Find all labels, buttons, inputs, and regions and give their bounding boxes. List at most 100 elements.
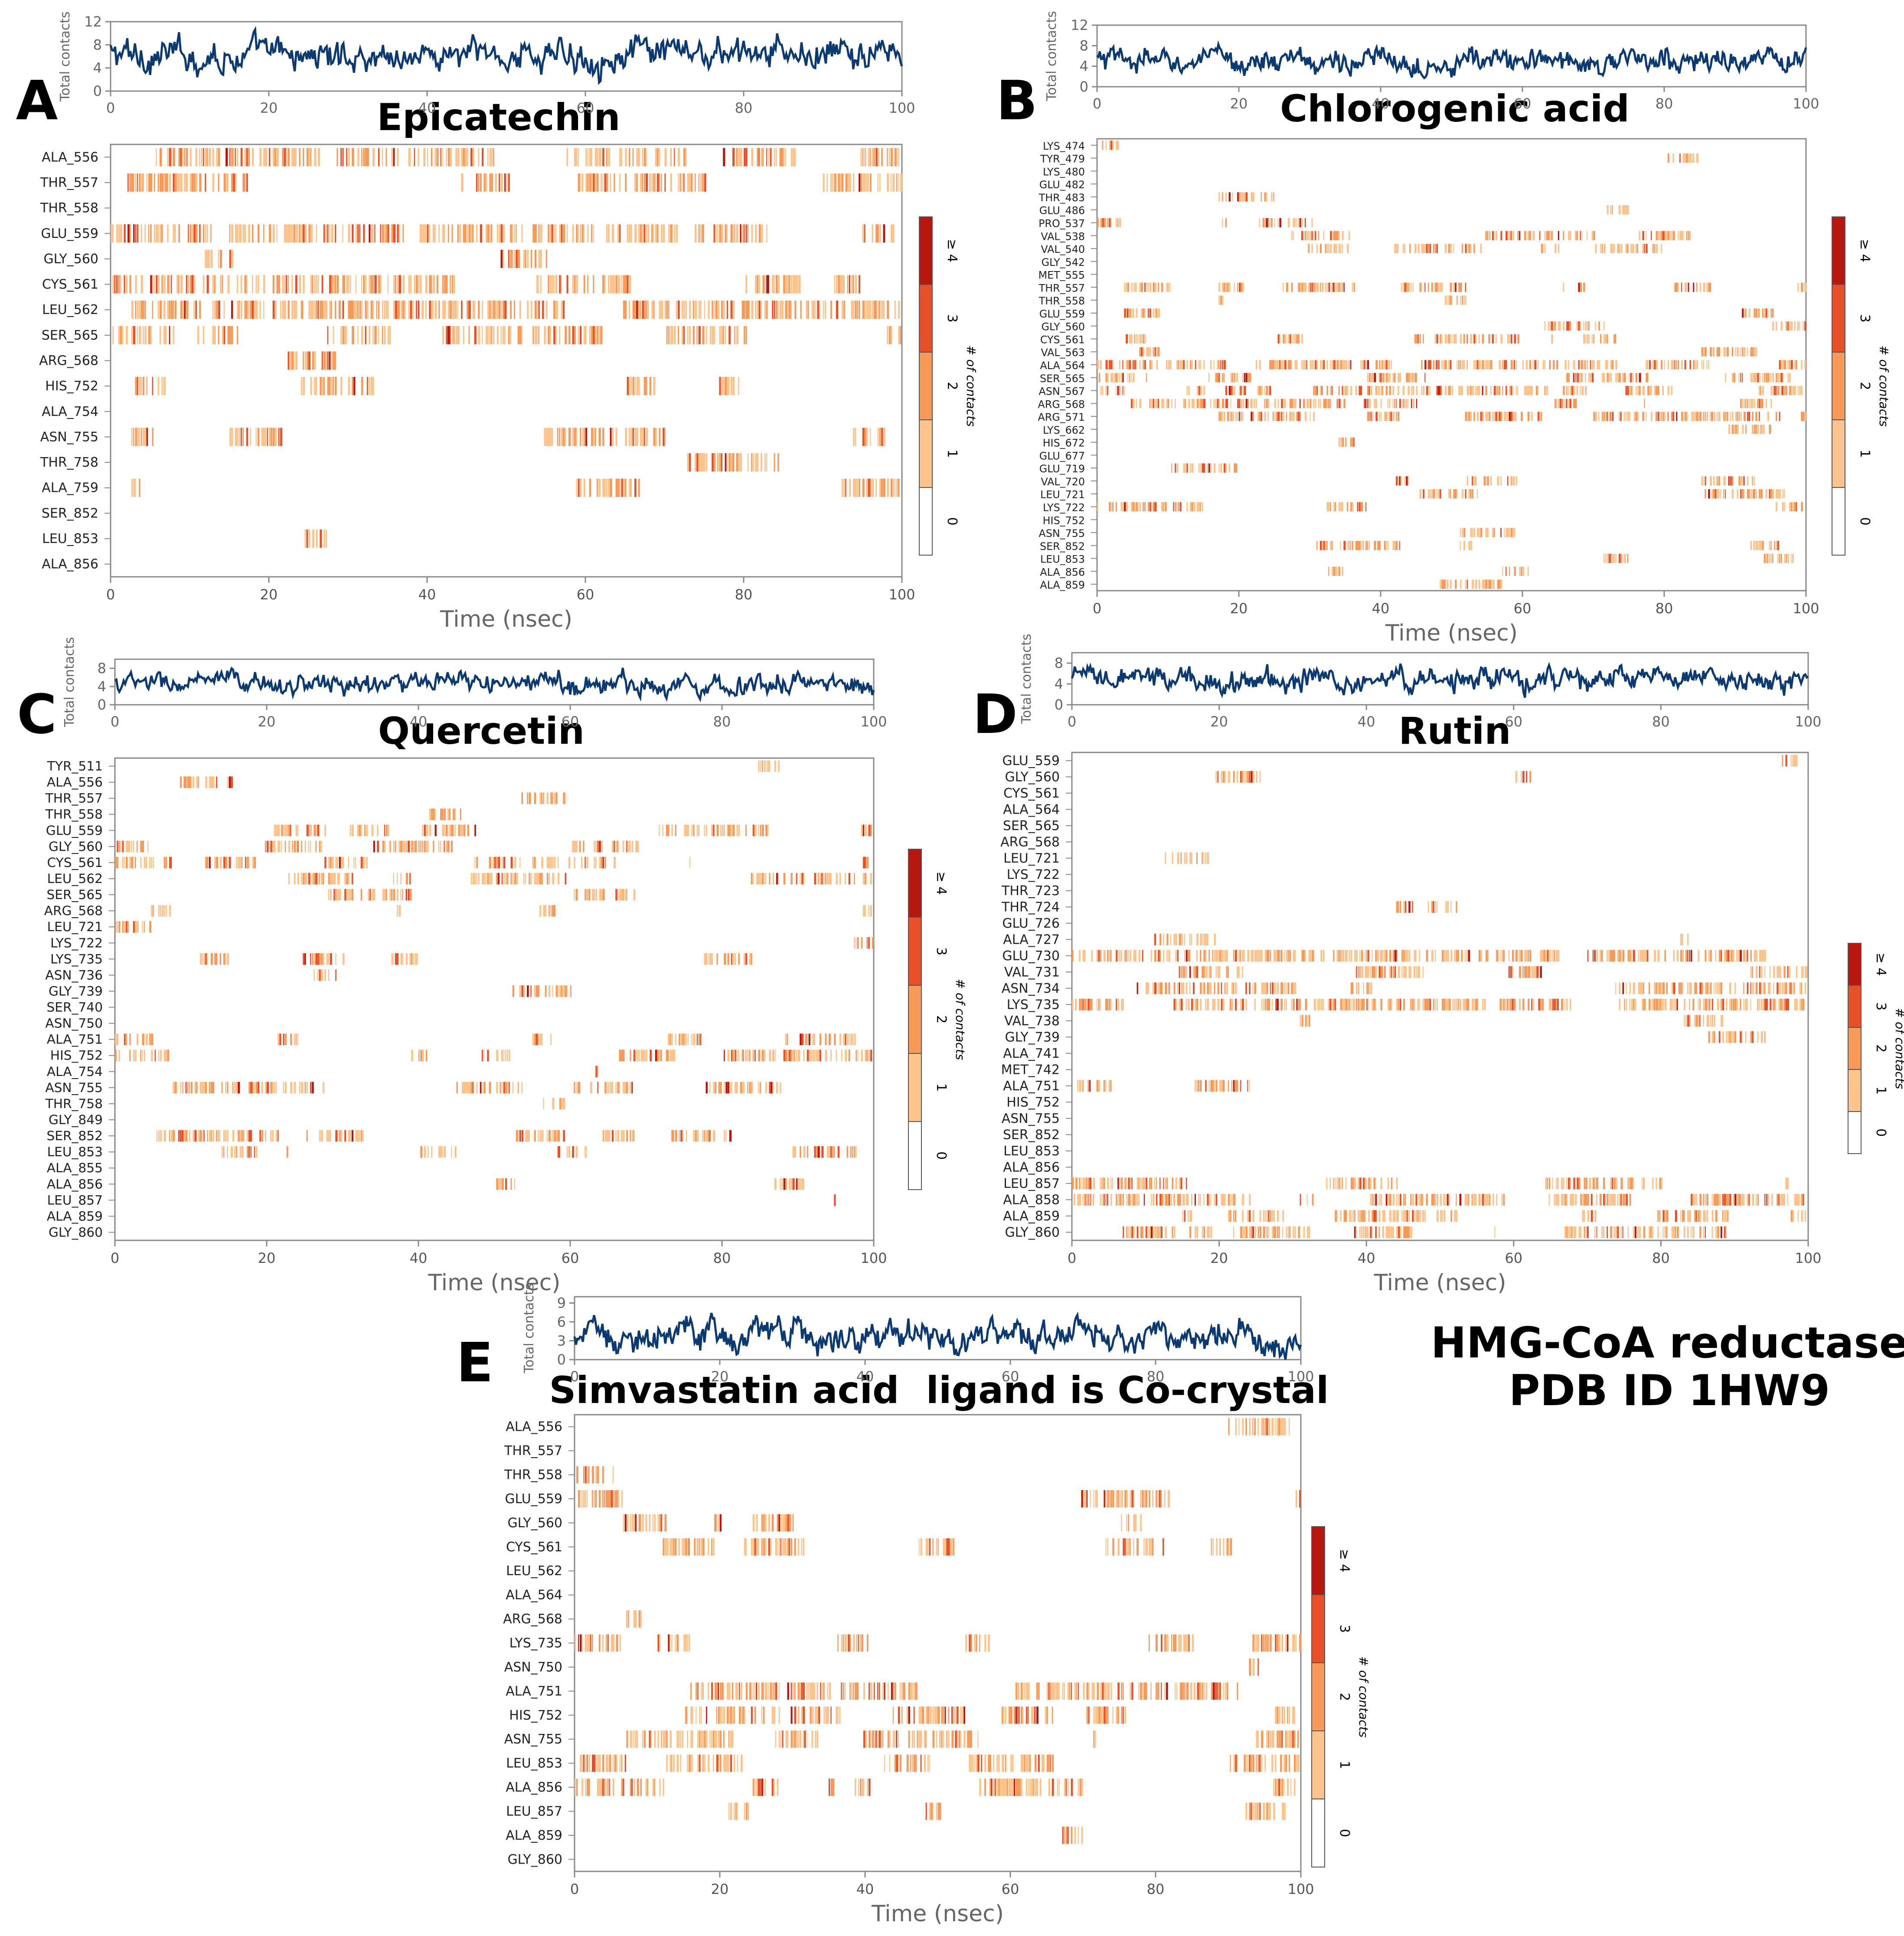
contact-mark — [246, 275, 248, 294]
contact-mark — [1522, 966, 1524, 978]
contact-mark — [1200, 950, 1202, 962]
contact-mark — [1779, 412, 1780, 421]
contact-mark — [158, 1050, 160, 1062]
contact-mark — [173, 148, 175, 167]
contact-mark — [1091, 950, 1093, 962]
contact-mark — [619, 1082, 621, 1094]
contact-mark — [1470, 334, 1473, 344]
contact-mark — [1696, 982, 1698, 994]
contact-mark — [1468, 386, 1470, 396]
contact-mark — [393, 224, 396, 243]
contact-mark — [1139, 502, 1141, 512]
contact-mark — [705, 953, 707, 965]
contact-mark — [1407, 950, 1408, 962]
contact-mark — [1154, 933, 1156, 945]
contact-mark — [1716, 412, 1718, 421]
contact-mark — [873, 148, 875, 167]
contact-mark — [1681, 231, 1683, 240]
contact-mark — [738, 148, 741, 167]
contact-mark — [695, 453, 697, 472]
contact-mark — [144, 301, 146, 319]
contact-mark — [1436, 386, 1438, 396]
contact-mark — [842, 173, 844, 192]
contact-mark — [1627, 412, 1630, 421]
contact-mark — [721, 301, 723, 319]
contact-mark — [195, 224, 198, 243]
contact-mark — [169, 275, 170, 294]
contact-mark — [1689, 231, 1691, 240]
contact-mark — [1375, 360, 1378, 370]
contact-mark — [1563, 321, 1565, 331]
contact-mark — [1725, 476, 1726, 486]
contact-mark — [1147, 308, 1149, 318]
contact-mark — [551, 428, 553, 446]
contact-mark — [1185, 399, 1186, 408]
contact-mark — [1373, 966, 1375, 978]
contact-mark — [1598, 360, 1600, 370]
contact-mark — [1767, 553, 1768, 563]
contact-mark — [1789, 966, 1791, 978]
contact-mark — [1654, 360, 1656, 370]
contact-mark — [1119, 950, 1121, 962]
contact-mark — [280, 301, 281, 319]
contact-mark — [1633, 982, 1635, 994]
contact-mark — [1300, 218, 1301, 228]
contact-mark — [744, 953, 746, 965]
contact-mark — [655, 428, 657, 446]
contact-mark — [709, 326, 712, 344]
contact-mark — [1183, 399, 1185, 408]
contact-mark — [695, 301, 697, 319]
contact-mark — [523, 873, 525, 885]
contact-mark — [1603, 334, 1605, 344]
contact-mark — [1134, 282, 1136, 292]
contact-mark — [1289, 412, 1291, 421]
contact-mark — [332, 857, 334, 869]
contact-mark — [1417, 334, 1419, 344]
contact-mark — [1222, 771, 1225, 783]
contact-mark — [1463, 360, 1465, 370]
residue-row-cys_561: CYS_561 — [47, 855, 869, 870]
contact-mark — [1222, 282, 1224, 292]
contact-mark — [1596, 950, 1598, 962]
contact-mark — [243, 1130, 245, 1142]
contact-mark — [501, 873, 503, 885]
contact-mark — [785, 1178, 787, 1190]
contact-mark — [677, 301, 680, 319]
contact-mark — [668, 1033, 670, 1045]
contact-mark — [1778, 966, 1780, 978]
contact-mark — [557, 1146, 560, 1158]
contact-mark — [856, 301, 858, 319]
contact-mark — [1342, 386, 1343, 396]
residue-label: THR_758 — [40, 455, 98, 470]
contact-mark — [519, 326, 522, 344]
residue-label: VAL_540 — [1041, 243, 1085, 255]
contact-mark — [1762, 373, 1764, 383]
contact-mark — [330, 1130, 331, 1142]
contact-mark — [1682, 950, 1684, 962]
contact-mark — [785, 1033, 787, 1045]
contact-mark — [1353, 282, 1355, 292]
contact-mark — [545, 985, 547, 997]
contact-mark — [319, 969, 321, 981]
contact-mark — [1224, 463, 1226, 473]
contact-mark — [761, 824, 764, 837]
contact-mark — [284, 301, 286, 319]
contact-mark — [1239, 399, 1240, 408]
contact-mark — [1328, 502, 1330, 512]
residue-label: ASN_755 — [1039, 527, 1085, 540]
contact-mark — [1492, 412, 1493, 421]
contact-mark — [1558, 321, 1560, 331]
contact-mark — [1473, 528, 1475, 537]
contact-mark — [377, 840, 379, 853]
contact-mark — [482, 301, 483, 319]
contact-mark — [843, 275, 845, 294]
contact-mark — [1108, 950, 1111, 962]
contact-mark — [218, 148, 220, 167]
contact-mark — [1406, 399, 1408, 408]
contact-mark — [276, 148, 279, 167]
contact-mark — [1705, 489, 1706, 499]
contact-mark — [1169, 360, 1172, 370]
colorbar-segment — [908, 849, 922, 918]
contact-mark — [1752, 347, 1754, 356]
contact-mark — [1600, 334, 1602, 344]
